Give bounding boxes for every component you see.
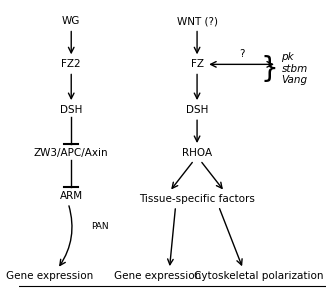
Text: ZW3/APC/Axin: ZW3/APC/Axin	[34, 148, 109, 158]
Text: Gene expression: Gene expression	[6, 271, 93, 281]
Text: }: }	[261, 55, 278, 83]
Text: DSH: DSH	[186, 105, 208, 115]
Text: PAN: PAN	[91, 222, 109, 231]
Text: WNT (?): WNT (?)	[177, 16, 217, 26]
Text: stbm: stbm	[281, 64, 308, 74]
Text: Vang: Vang	[281, 75, 308, 85]
Text: FZ: FZ	[191, 59, 204, 69]
Text: ?: ?	[239, 49, 244, 59]
Text: Cytoskeletal polarization: Cytoskeletal polarization	[194, 271, 323, 281]
Text: ARM: ARM	[60, 191, 83, 201]
Text: DSH: DSH	[60, 105, 82, 115]
Text: pk: pk	[281, 52, 294, 62]
Text: WG: WG	[62, 16, 80, 26]
Text: Tissue-specific factors: Tissue-specific factors	[139, 194, 255, 204]
Text: FZ2: FZ2	[61, 59, 81, 69]
Text: RHOA: RHOA	[182, 148, 212, 158]
Text: Gene expression: Gene expression	[114, 271, 201, 281]
